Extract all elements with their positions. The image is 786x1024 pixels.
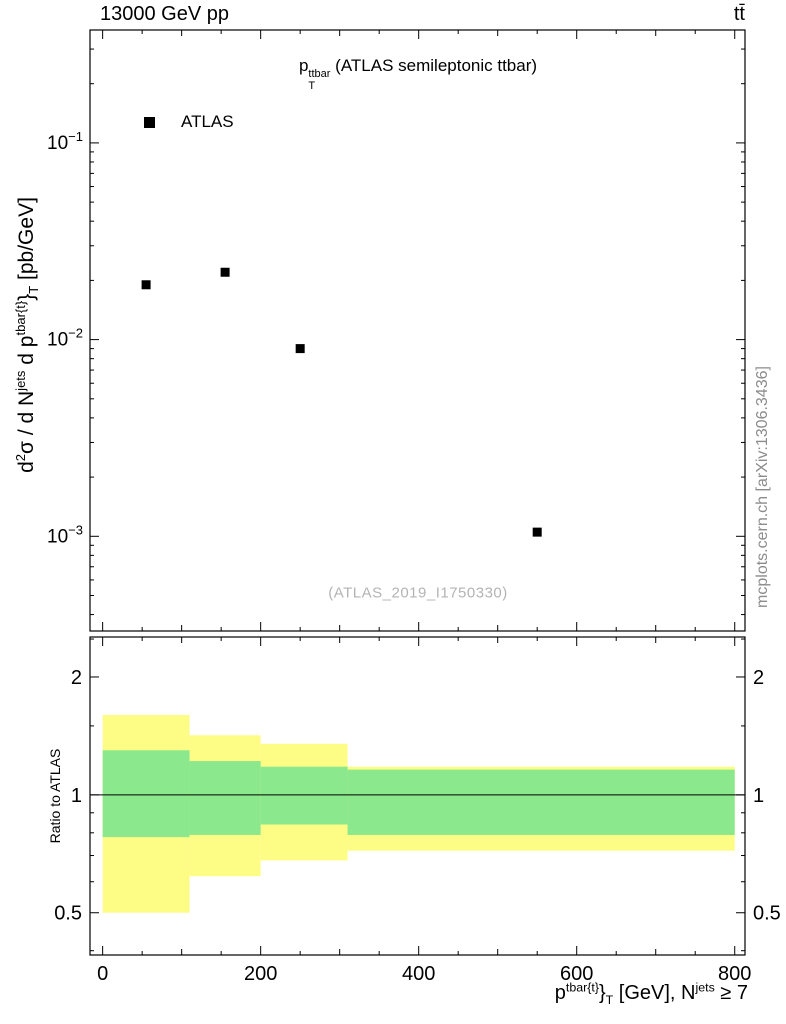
process-label: tt̄: [733, 3, 745, 25]
x-title-part: p: [554, 982, 566, 1004]
axis-tick-labels: 0 200 400 600 800 10−3 10−2 10−1 0.5 0.5 1 1 2 2: [47, 129, 781, 985]
y-title-sup: jets: [13, 370, 28, 391]
x-title-sup: jets: [695, 980, 715, 995]
svg-text:10−3: 10−3: [47, 522, 83, 547]
x-title-part: ≥ 7: [714, 982, 748, 1004]
x-title-brace: }: [598, 982, 606, 1004]
plot-title-sub: T: [308, 79, 316, 92]
svg-text:600: 600: [560, 963, 593, 985]
beam-energy-label: 13000 GeV pp: [100, 3, 229, 25]
svg-text:0.5: 0.5: [753, 903, 781, 925]
legend-label: ATLAS: [181, 112, 234, 131]
y-axis-title: d2σ / d Njets d ptbar{t}}T [pb/GeV]: [13, 197, 42, 473]
analysis-watermark: (ATLAS_2019_I1750330): [328, 584, 508, 602]
y-title-part: d p: [15, 335, 38, 371]
legend: ATLAS: [144, 112, 234, 132]
x-axis-title: ptbar{t}}T [GeV], Njets ≥ 7: [554, 980, 748, 1007]
y-title-part: d: [15, 461, 38, 473]
atlas-square-marker-icon: [144, 116, 155, 128]
svg-text:0: 0: [97, 963, 108, 985]
y-title-sup: 2: [13, 453, 28, 462]
svg-text:1: 1: [753, 785, 764, 807]
y-title-brace: }: [15, 293, 38, 301]
plot-title-sup: ttbar: [308, 68, 331, 80]
svg-text:800: 800: [718, 963, 751, 985]
svg-text:10−2: 10−2: [47, 326, 83, 351]
x-title-part: [GeV], N: [613, 982, 696, 1004]
x-title-sup: tbar{t}: [565, 980, 599, 995]
ratio-axis-title: Ratio to ATLAS: [47, 748, 63, 844]
axis-ticks: [90, 30, 745, 955]
x-title-sub: T: [605, 993, 614, 1007]
ratio-uncertainty-bands: [102, 714, 735, 913]
svg-text:400: 400: [402, 963, 435, 985]
plot-title: p ttbar T (ATLAS semileptonic ttbar): [299, 56, 537, 92]
y-title-part: [pb/GeV]: [15, 197, 38, 286]
svg-text:10−1: 10−1: [47, 129, 83, 154]
y-title-sub: T: [26, 285, 42, 294]
plot-title-base: p: [298, 56, 309, 75]
data-points: [141, 267, 542, 537]
plot-title-rest: (ATLAS semileptonic ttbar): [330, 56, 538, 75]
plot-title-supsub: ttbar T: [308, 68, 331, 92]
svg-text:0.5: 0.5: [54, 903, 82, 925]
svg-text:2: 2: [71, 667, 82, 689]
y-title-sup: tbar{t}: [13, 300, 28, 336]
y-title-part: σ / d N: [15, 390, 38, 454]
panel-frames: [89, 29, 746, 956]
svg-text:1: 1: [71, 785, 82, 807]
svg-text:2: 2: [753, 667, 764, 689]
svg-text:200: 200: [244, 963, 277, 985]
mcplots-credit: mcplots.cern.ch [arXiv:1306.3436]: [754, 366, 771, 608]
